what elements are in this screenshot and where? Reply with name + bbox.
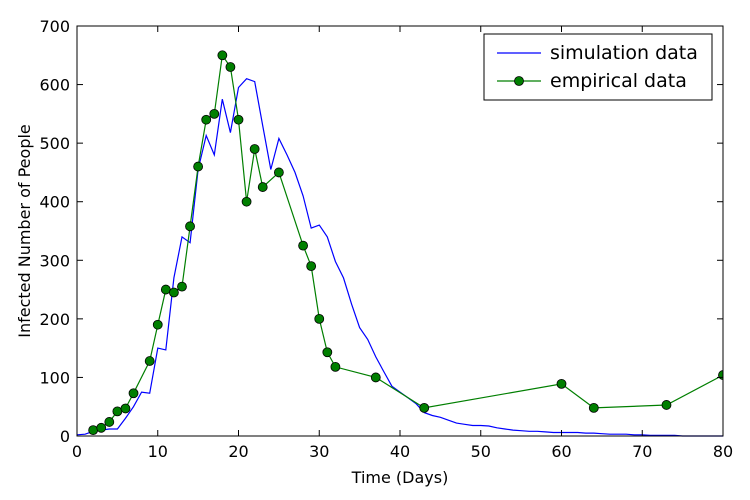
- legend-label-1: simulation data: [550, 42, 698, 64]
- y-tick-label: 700: [39, 17, 70, 36]
- data-point: [322, 347, 333, 358]
- y-axis-label: Infected Number of People: [15, 124, 34, 338]
- x-tick-label: 40: [390, 442, 410, 461]
- x-tick-label: 70: [632, 442, 652, 461]
- data-point: [144, 356, 155, 366]
- data-point: [88, 425, 99, 436]
- data-point: [120, 403, 131, 414]
- legend-box: [483, 33, 713, 101]
- legend-label-2: empirical data: [550, 70, 687, 92]
- data-point: [249, 144, 260, 154]
- data-point: [201, 114, 212, 125]
- data-point: [588, 402, 599, 413]
- data-point: [306, 261, 317, 272]
- data-point: [419, 402, 430, 413]
- legend-marker-2: [514, 76, 524, 86]
- x-tick-label: 50: [471, 442, 491, 461]
- data-point: [370, 372, 381, 383]
- data-point: [185, 221, 195, 232]
- x-tick-label: 60: [551, 442, 571, 461]
- y-tick-label: 100: [39, 368, 70, 387]
- data-point: [128, 388, 139, 399]
- x-tick-label: 80: [713, 442, 733, 461]
- data-point: [233, 114, 244, 125]
- x-tick-label: 30: [309, 442, 329, 461]
- data-point: [168, 287, 179, 298]
- data-point: [96, 422, 107, 433]
- data-point: [217, 50, 228, 61]
- x-tick-label: 0: [72, 442, 82, 461]
- data-point: [241, 196, 252, 207]
- y-tick-label: 600: [39, 76, 70, 95]
- y-tick-label: 500: [39, 134, 70, 153]
- y-tick-label: 300: [39, 251, 70, 270]
- data-point: [298, 240, 309, 251]
- data-point: [314, 313, 325, 324]
- x-tick-label: 20: [228, 442, 248, 461]
- data-point: [556, 378, 567, 389]
- y-tick-label: 400: [39, 193, 70, 212]
- data-point: [112, 406, 123, 417]
- legend: simulation data empirical data: [483, 33, 713, 101]
- data-point: [330, 361, 341, 372]
- data-point: [209, 108, 220, 119]
- x-tick-label: 10: [148, 442, 168, 461]
- data-point: [152, 319, 163, 330]
- data-point: [273, 167, 284, 178]
- data-point: [177, 281, 187, 292]
- y-tick-label: 200: [39, 310, 70, 329]
- y-tick-label: 0: [60, 427, 70, 446]
- data-point: [257, 182, 268, 192]
- data-point: [661, 400, 672, 410]
- data-point: [160, 284, 171, 295]
- data-point: [193, 161, 204, 172]
- data-point: [225, 62, 236, 72]
- x-axis-label: Time (Days): [351, 468, 449, 487]
- data-point: [104, 417, 115, 427]
